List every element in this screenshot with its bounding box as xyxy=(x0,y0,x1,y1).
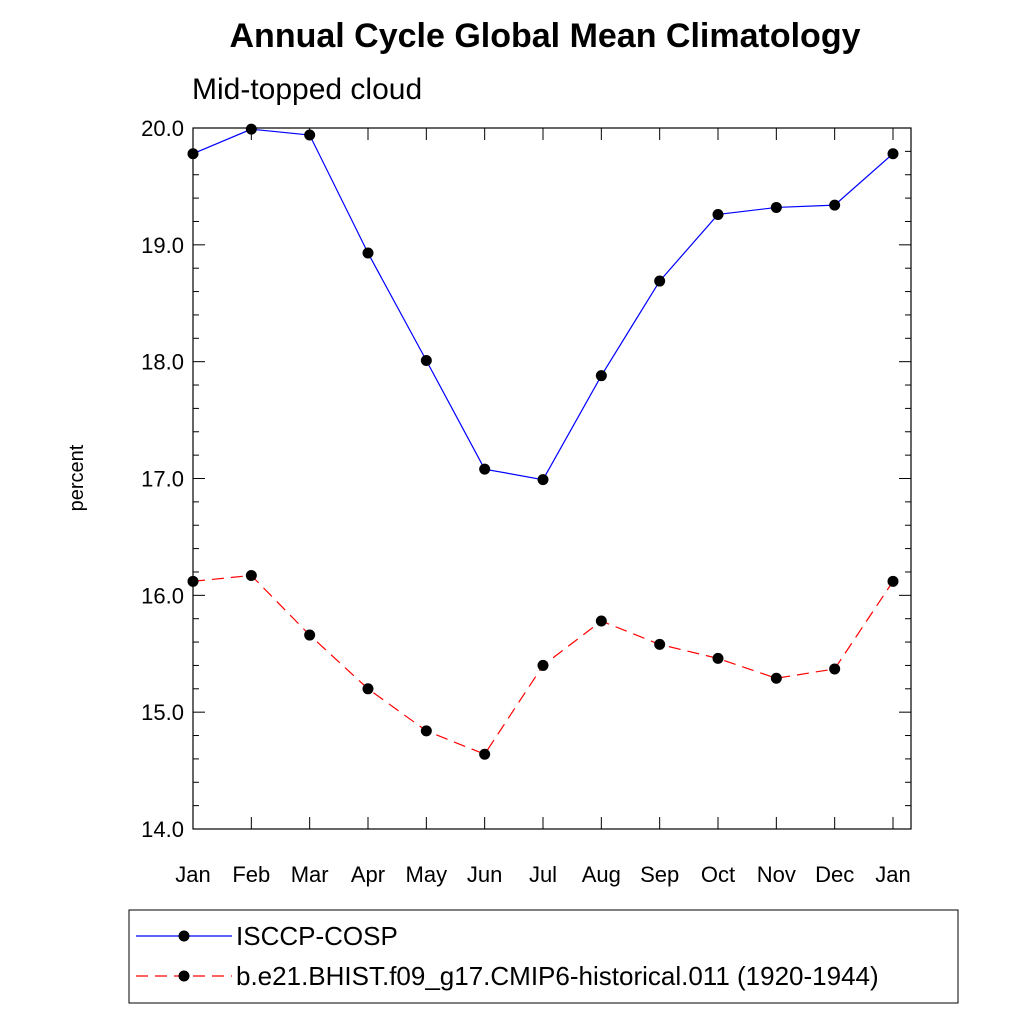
data-point-series-0 xyxy=(304,129,316,141)
data-point-series-0 xyxy=(479,463,491,475)
x-tick-label: May xyxy=(406,862,448,887)
series-line-0 xyxy=(192,128,894,481)
y-axis-label: percent xyxy=(66,444,88,511)
data-point-series-1 xyxy=(187,575,199,587)
data-point-series-1 xyxy=(420,725,432,737)
data-point-series-1 xyxy=(595,615,607,627)
data-point-series-0 xyxy=(595,370,607,382)
data-point-series-1 xyxy=(304,629,316,641)
data-point-series-0 xyxy=(420,354,432,366)
data-point-series-1 xyxy=(537,659,549,671)
series-markers xyxy=(187,123,899,760)
data-point-series-1 xyxy=(712,652,724,664)
data-point-series-0 xyxy=(887,148,899,160)
y-tick-label: 19.0 xyxy=(141,233,184,258)
data-point-series-0 xyxy=(654,275,666,287)
x-tick-label: Mar xyxy=(291,862,329,887)
legend-label-isccp-cosp: ISCCP-COSP xyxy=(236,921,398,951)
x-tick-label: Jan xyxy=(175,862,210,887)
x-tick-label: Oct xyxy=(701,862,735,887)
legend-item-model-historical: b.e21.BHIST.f09_g17.CMIP6-historical.011… xyxy=(136,961,879,991)
data-point-series-1 xyxy=(887,575,899,587)
x-tick-label: Dec xyxy=(815,862,854,887)
x-tick-label: Jun xyxy=(467,862,502,887)
data-point-series-0 xyxy=(537,474,549,486)
data-point-series-1 xyxy=(479,748,491,760)
data-point-series-1 xyxy=(245,569,257,581)
x-tick-label: Sep xyxy=(640,862,679,887)
y-tick-labels: 14.0 15.0 16.0 17.0 18.0 19.0 20.0 xyxy=(141,116,184,842)
x-tick-label: Jul xyxy=(529,862,557,887)
data-point-series-0 xyxy=(187,148,199,160)
y-tick-label: 16.0 xyxy=(141,583,184,608)
data-point-series-1 xyxy=(654,638,666,650)
legend-label-model-historical: b.e21.BHIST.f09_g17.CMIP6-historical.011… xyxy=(236,961,879,991)
x-tick-label: Feb xyxy=(232,862,270,887)
data-point-series-0 xyxy=(829,199,841,211)
data-point-series-0 xyxy=(245,123,257,135)
x-tick-labels: Jan Feb Mar Apr May Jun Jul Aug Sep Oct Nov Dec Jan xyxy=(175,862,910,887)
legend-marker-isccp-cosp xyxy=(178,930,190,942)
plot-frame xyxy=(192,127,912,830)
x-tick-label: Jan xyxy=(875,862,910,887)
chart-title: Annual Cycle Global Mean Climatology xyxy=(230,17,861,55)
y-tick-label: 18.0 xyxy=(141,350,184,375)
y-tick-label: 15.0 xyxy=(141,700,184,725)
y-tick-label: 17.0 xyxy=(141,467,184,492)
x-tick-label: Aug xyxy=(582,862,621,887)
legend: ISCCP-COSP b.e21.BHIST.f09_g17.CMIP6-his… xyxy=(128,909,959,1004)
legend-box xyxy=(128,909,959,1004)
legend-item-isccp-cosp: ISCCP-COSP xyxy=(136,921,398,951)
y-tick-label: 20.0 xyxy=(141,116,184,141)
data-point-series-1 xyxy=(829,663,841,675)
data-point-series-0 xyxy=(770,201,782,213)
data-point-series-0 xyxy=(362,247,374,259)
chart-subtitle: Mid-topped cloud xyxy=(192,73,422,106)
legend-marker-model-historical xyxy=(178,970,190,982)
data-point-series-1 xyxy=(770,672,782,684)
plot-border xyxy=(192,127,912,830)
data-point-series-0 xyxy=(712,208,724,220)
data-point-series-1 xyxy=(362,683,374,695)
x-tick-label: Nov xyxy=(757,862,796,887)
y-tick-label: 14.0 xyxy=(141,817,184,842)
axis-ticks xyxy=(192,127,911,830)
x-tick-label: Apr xyxy=(351,862,385,887)
